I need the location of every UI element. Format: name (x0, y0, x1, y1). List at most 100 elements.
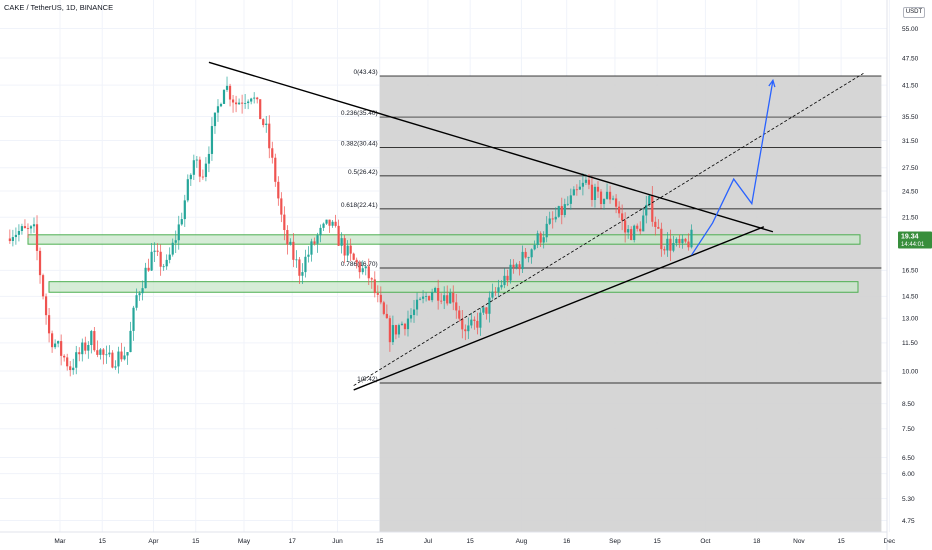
candle-body (494, 291, 497, 293)
candle-body (521, 251, 524, 270)
candle-body (648, 195, 651, 205)
x-tick-label: Apr (148, 538, 159, 545)
candle-body (518, 264, 521, 270)
candle (32, 217, 36, 233)
candle-body (440, 300, 443, 302)
y-tick-label: 31.50 (902, 138, 919, 145)
candle (545, 216, 548, 243)
trendlines (208, 61, 864, 391)
candle-body (14, 234, 18, 238)
candle (527, 256, 530, 263)
candle (147, 258, 150, 272)
candle (231, 94, 235, 113)
candle-body (500, 285, 503, 288)
chart-title: CAKE / TetherUS, 1D, BINANCE (4, 3, 114, 12)
candle-body (415, 299, 419, 310)
candle (524, 247, 527, 259)
candle (397, 323, 401, 338)
candle-body (96, 350, 99, 355)
y-tick-label: 8.50 (902, 401, 915, 408)
candle (687, 233, 690, 251)
candle-body (162, 266, 165, 268)
candle-body (581, 182, 585, 187)
y-tick-label: 6.50 (902, 455, 915, 462)
candle (162, 263, 165, 271)
candle-body (630, 229, 633, 241)
candle-body (470, 319, 473, 326)
candle (114, 360, 117, 370)
candle (93, 326, 96, 352)
candle-body (364, 266, 367, 269)
candle-body (50, 333, 54, 348)
x-tick-label: 15 (99, 538, 107, 545)
candle (337, 219, 340, 246)
candle-body (627, 229, 630, 233)
candle (84, 336, 87, 355)
candle (409, 308, 413, 323)
candle (322, 222, 325, 231)
candle-body (32, 224, 36, 227)
candle-body (207, 153, 211, 164)
candle (412, 300, 416, 323)
candle (506, 269, 509, 287)
candle (319, 224, 322, 243)
candle (536, 230, 539, 249)
candle (358, 260, 361, 279)
candle-body (234, 102, 238, 105)
candle-body (280, 198, 283, 215)
candle-body (602, 198, 606, 205)
candle-body (666, 238, 669, 251)
x-tick-label: 15 (467, 538, 475, 545)
candle (421, 290, 425, 304)
candle (455, 293, 458, 319)
candle (602, 198, 606, 210)
candle (503, 268, 506, 289)
candle (367, 258, 370, 286)
candle (530, 248, 533, 264)
candle (156, 243, 159, 257)
fib-retracement: 0(43.43) 0.236(35.40) 0.382(30.44) 0.5(26.4… (341, 69, 882, 384)
candle-body (412, 309, 416, 316)
candle-body (373, 279, 376, 294)
x-tick-label: 18 (753, 538, 761, 545)
candle (228, 83, 232, 107)
candle-body (672, 242, 675, 251)
candle (651, 186, 654, 227)
candle (494, 287, 497, 296)
fib-shade-rect (379, 76, 882, 532)
candle-body (645, 204, 648, 216)
candle-body (35, 224, 39, 251)
candle-body (295, 259, 298, 261)
candle-body (105, 354, 108, 356)
candle (63, 354, 66, 362)
candle (470, 312, 473, 329)
candle (247, 99, 250, 110)
candle-body (678, 238, 681, 244)
candle (515, 262, 518, 270)
candle (406, 310, 410, 337)
candle (313, 237, 316, 246)
candle (566, 196, 569, 206)
candle-body (268, 123, 271, 149)
candle (394, 324, 398, 340)
candle (289, 238, 292, 246)
candle (111, 350, 114, 369)
candle (349, 238, 352, 262)
candle (593, 183, 597, 208)
candle-body (449, 292, 452, 304)
candle-body (654, 221, 657, 227)
candle (458, 305, 461, 322)
candle-body (545, 223, 548, 238)
candle (403, 322, 407, 336)
candle (99, 347, 102, 360)
candle-body (241, 102, 244, 104)
candle-body (237, 102, 241, 105)
candle-body (150, 251, 153, 271)
candle-body (418, 298, 422, 300)
candle-body (304, 256, 307, 273)
candle-body (75, 352, 78, 368)
quote-currency-badge[interactable]: USDT (903, 7, 925, 18)
candle (150, 243, 153, 271)
candle (57, 340, 60, 348)
